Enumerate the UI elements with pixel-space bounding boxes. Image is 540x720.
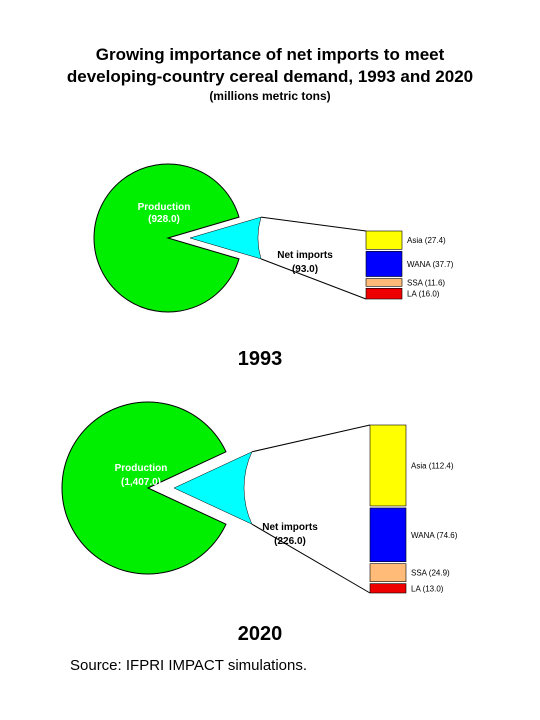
pie-slice-net-imports-2020 [173, 451, 253, 525]
production-value-2020: (1,407.0) [121, 477, 161, 488]
bar-label-asia-1993: Asia (27.4) [407, 236, 446, 245]
year-label-2020: 2020 [238, 623, 283, 645]
bar-label-wana-2020: WANA (74.6) [411, 531, 458, 540]
source-note: Source: IFPRI IMPACT simulations. [70, 657, 308, 674]
production-label-1993: Production [138, 202, 191, 213]
connector-line-bottom-2020 [251, 523, 371, 594]
bar-label-ssa-1993: SSA (11.6) [407, 278, 445, 287]
production-label-2020: Production [115, 463, 168, 474]
net-imports-value-2020: (226.0) [274, 536, 306, 547]
pie-slice-production-2020 [61, 401, 227, 575]
bar-segment-asia-2020 [369, 424, 407, 507]
title-line-1: Growing importance of net imports to mee… [95, 45, 445, 64]
bar-segment-ssa-1993 [365, 278, 403, 287]
year-label-1993: 1993 [238, 348, 283, 370]
bar-segment-ssa-2020 [369, 563, 407, 582]
bar-label-asia-2020: Asia (112.4) [411, 461, 454, 470]
net-imports-label-1993: Net imports [277, 250, 333, 261]
net-imports-value-1993: (93.0) [292, 264, 318, 275]
bar-label-la-1993: LA (16.0) [407, 290, 440, 299]
bar-label-la-2020: LA (13.0) [411, 584, 444, 593]
pie-slice-net-imports-1993 [189, 216, 262, 260]
bar-segment-la-1993 [365, 287, 403, 300]
production-value-1993: (928.0) [148, 214, 180, 225]
bar-label-wana-1993: WANA (37.7) [407, 260, 454, 269]
bar-segment-wana-2020 [369, 507, 407, 562]
connector-line-top-1993 [260, 216, 367, 232]
bar-segment-asia-1993 [365, 230, 403, 250]
bar-segment-la-2020 [369, 583, 407, 594]
chart-title: Growing importance of net imports to mee… [0, 44, 540, 88]
connector-line-bottom-1993 [260, 258, 367, 300]
net-imports-label-2020: Net imports [262, 522, 318, 533]
connector-line-top-2020 [251, 424, 371, 453]
bar-segment-wana-1993 [365, 251, 403, 277]
title-line-2: developing-country cereal demand, 1993 a… [66, 67, 474, 86]
pie-slice-production-1993 [93, 163, 240, 313]
bar-label-ssa-2020: SSA (24.9) [411, 569, 450, 578]
chart-subtitle: (millions metric tons) [209, 89, 331, 103]
